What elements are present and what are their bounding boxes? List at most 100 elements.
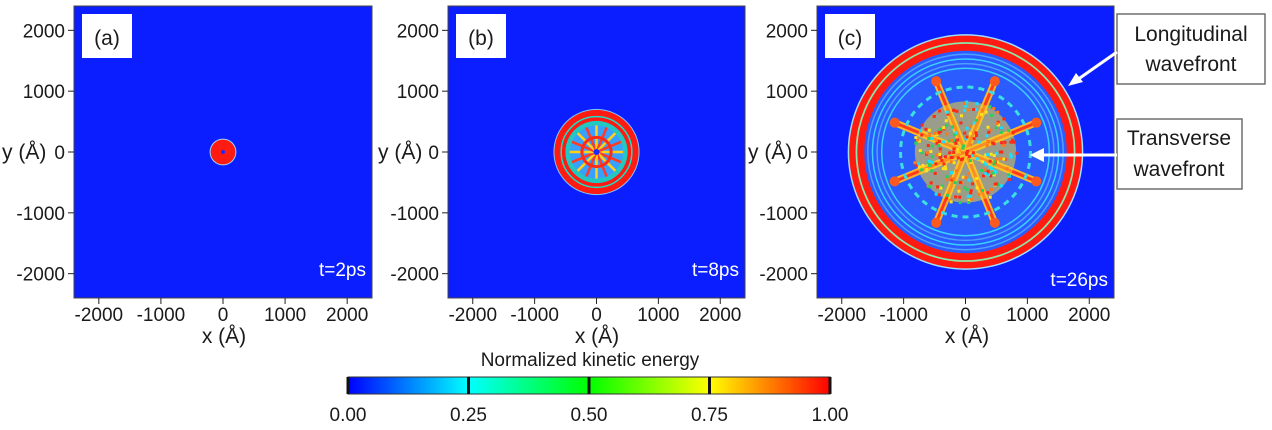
noise-speck [1011, 138, 1015, 142]
noise-speck [1011, 131, 1015, 135]
x-tick-label: 0 [218, 305, 229, 326]
noise-speck [918, 165, 922, 169]
noise-speck [969, 189, 973, 193]
noise-speck [956, 156, 960, 160]
noise-speck [949, 200, 953, 204]
center-dot [221, 150, 225, 154]
y-tick-label: 0 [797, 143, 808, 164]
colorbar-tick-label: 0.75 [691, 405, 728, 426]
noise-speck [959, 158, 963, 162]
noise-speck [938, 150, 942, 154]
noise-speck [994, 170, 998, 174]
y-tick-label: 1000 [23, 82, 65, 103]
noise-speck [999, 184, 1003, 188]
noise-speck [920, 133, 924, 137]
arrow-head [1068, 73, 1083, 86]
y-tick-label: 0 [54, 143, 65, 164]
noise-speck [959, 114, 963, 118]
noise-speck [947, 139, 951, 143]
noise-speck [937, 131, 941, 135]
noise-speck [989, 152, 993, 156]
noise-speck [937, 193, 941, 197]
noise-speck [969, 197, 973, 201]
annotation-transverse: Transverse wavefront [1030, 118, 1243, 190]
arm-tip [989, 217, 1000, 228]
noise-speck [957, 189, 961, 193]
y-tick-label: -2000 [390, 265, 439, 286]
noise-speck [1007, 129, 1011, 133]
x-tick-label: -1000 [510, 305, 559, 326]
noise-speck [980, 113, 984, 117]
noise-speck [986, 139, 990, 143]
x-tick-label: 2000 [699, 305, 741, 326]
arm-tip [931, 217, 942, 228]
noise-speck [985, 134, 989, 138]
x-axis-label: x (Å) [202, 325, 246, 348]
noise-speck [949, 156, 953, 160]
noise-speck [949, 160, 953, 164]
noise-speck [945, 110, 949, 114]
panel-c: -2000 -1000 0 1000 2000 2000 1000 0 -1000 -2000 (… [748, 5, 1115, 348]
noise-speck [943, 164, 947, 168]
noise-speck [975, 157, 979, 161]
noise-speck [940, 184, 944, 188]
noise-speck [932, 114, 936, 118]
noise-speck [972, 108, 976, 112]
ripple-ring [867, 53, 1064, 251]
arm-tip [889, 176, 900, 187]
y-tick-label: -1000 [390, 204, 439, 225]
y-tick-label: 1000 [397, 82, 439, 103]
noise-speck [1005, 167, 1009, 171]
noise-speck [969, 191, 973, 195]
noise-speck [953, 181, 957, 185]
annotation-line-2: wavefront [1144, 53, 1236, 76]
noise-speck [968, 194, 972, 198]
noise-speck [944, 167, 948, 171]
panel-a: -2000 -1000 0 1000 2000 2000 1000 0 -1000 -2000 (… [2, 5, 373, 348]
noise-speck [950, 138, 954, 142]
noise-speck [967, 154, 971, 158]
noise-speck [991, 171, 995, 175]
noise-speck [993, 160, 997, 164]
noise-speck [975, 176, 979, 180]
noise-speck [984, 110, 988, 114]
noise-speck [919, 129, 923, 133]
panel-label-box [825, 14, 875, 58]
colorbar-tick-label: 0.50 [571, 405, 608, 426]
noise-speck [945, 178, 949, 182]
noise-speck [995, 151, 999, 155]
noise-speck [943, 155, 947, 159]
ripple-ring [880, 67, 1051, 237]
noise-speck [952, 161, 956, 165]
noise-speck [1015, 151, 1019, 155]
noise-speck [920, 151, 924, 155]
noise-speck [934, 162, 938, 166]
noise-speck [974, 108, 978, 112]
noise-speck [966, 149, 970, 153]
noise-speck [990, 113, 994, 117]
noise-speck [1007, 173, 1011, 177]
noise-speck [914, 136, 918, 140]
noise-speck [967, 178, 971, 182]
y-axis-label: y (Å) [2, 141, 46, 164]
x-tick-label: -1000 [137, 305, 186, 326]
noise-speck [955, 109, 959, 113]
noise-speck [998, 150, 1002, 154]
noise-speck [994, 126, 998, 130]
noise-speck [975, 102, 979, 106]
noise-speck [969, 160, 973, 164]
noise-speck [1002, 117, 1006, 121]
x-tick-label: 0 [591, 305, 602, 326]
noise-speck [947, 197, 951, 201]
colorbar: Normalized kinetic energy 0.00 0.25 0.50 0.… [330, 350, 849, 426]
noise-speck [914, 163, 918, 167]
y-tick-label: 1000 [766, 82, 808, 103]
noise-speck [952, 139, 956, 143]
ring-stripe [560, 115, 633, 189]
noise-speck [935, 153, 939, 157]
wave-features [209, 138, 237, 166]
noise-speck [988, 105, 992, 109]
noise-speck [961, 175, 965, 179]
noise-speck [965, 135, 969, 139]
arrow-shaft [1076, 50, 1118, 82]
